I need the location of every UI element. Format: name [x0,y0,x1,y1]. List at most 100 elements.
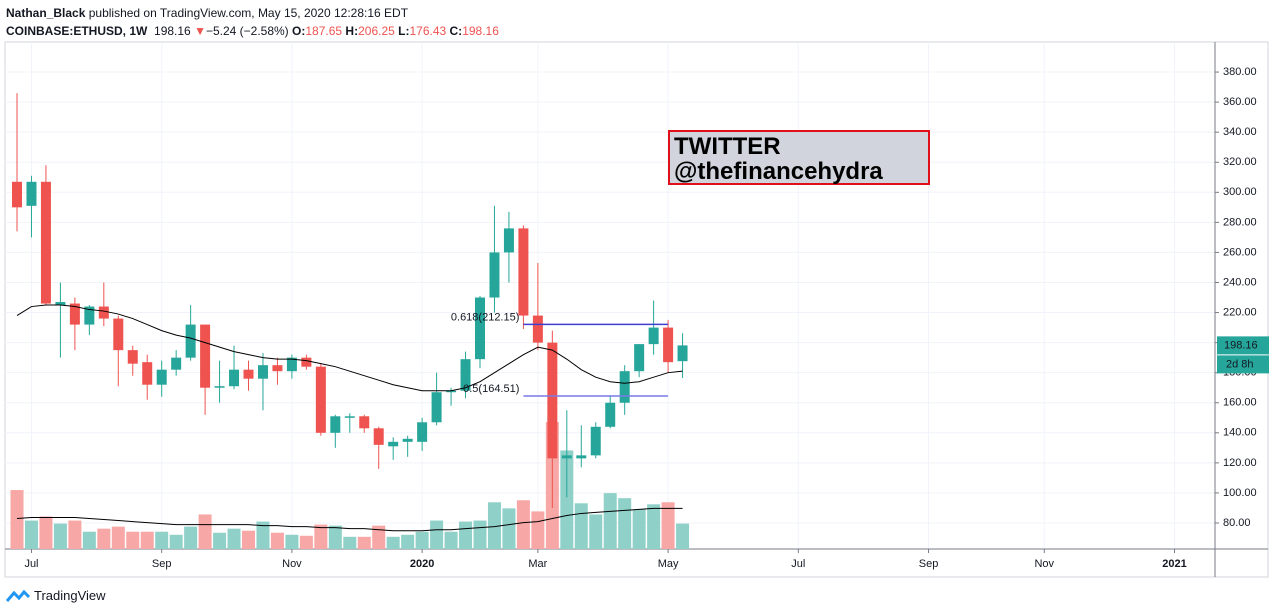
volume-bar [661,502,675,549]
candle-body [518,228,529,316]
footer: TradingView [6,588,106,603]
volume-bar [155,531,169,549]
change: −5.24 (−2.58%) [205,24,289,38]
volume-bar [459,521,473,549]
volume-bar [213,532,227,549]
symbol: COINBASE:ETHUSD, 1W [6,24,148,38]
annotation-line: @thefinancehydra [674,158,883,185]
x-tick-label: May [658,558,679,570]
volume-bar [430,520,444,549]
x-tick-label: Sep [152,558,172,570]
volume-bar [589,514,603,549]
y-tick-label: 80.00 [1223,517,1251,529]
candle-body [402,438,413,442]
candle-body [286,357,297,372]
arrow: ▼ [194,24,206,38]
volume-ma-line [16,507,683,532]
candle-body [503,228,514,253]
candle-body [475,297,486,360]
volume-bar [647,504,661,549]
volume-bar [82,531,96,549]
candle-body [98,306,109,319]
candle-body [677,345,688,362]
y-tick-label: 140.00 [1223,427,1257,439]
volume-bar [372,525,386,549]
candle-body [460,359,471,391]
author: Nathan_Black [6,6,86,20]
volume-bar [618,498,632,549]
fib-label: 0.618(212.15) [451,311,520,323]
y-tick-label: 240.00 [1223,276,1257,288]
candle-body [12,181,23,208]
candle-body [315,366,326,433]
logo-mark [6,589,30,602]
volume-bar [97,528,111,549]
x-tick-label: 2021 [1162,558,1186,570]
y-tick-label: 280.00 [1223,216,1257,228]
y-tick-label: 160.00 [1223,397,1257,409]
candle-body [330,416,341,433]
volume-bar [227,528,241,549]
volume-bar [169,534,183,549]
volume-bar [299,535,313,549]
x-tick-label: 2020 [410,558,434,570]
candle-body [446,390,457,393]
volume-bar [574,503,588,549]
volume-bar [676,523,690,549]
ohlc-key: C: [449,24,463,38]
candle-body [417,422,428,442]
candle-body [344,416,355,418]
volume-bar [357,536,371,549]
ohlc-value: 206.25 [358,24,395,38]
candle-body [373,428,384,445]
volume-bar [10,490,24,549]
volume-bar [415,531,429,549]
header: Nathan_Black published on TradingView.co… [6,4,499,40]
countdown-tag [1217,355,1269,374]
ohlc-value: 187.65 [305,24,343,38]
candle-body [561,455,572,459]
annotation-line: TWITTER [674,133,781,160]
volume-bar [487,502,501,549]
x-tick-label: Sep [919,558,939,570]
candle-body [142,362,153,385]
candle-body [257,365,268,379]
y-tick-label: 320.00 [1223,156,1257,168]
ohlc-key: L: [398,24,410,38]
y-tick-label: 360.00 [1223,96,1257,108]
candle-body [113,318,124,351]
candle-body [634,344,645,372]
volume-bar [401,534,415,549]
ma-line [16,304,683,392]
candle-body [185,324,196,358]
candle-body [229,369,240,387]
header-line-1: Nathan_Black published on TradingView.co… [6,4,499,22]
ohlc-key: O: [292,24,306,38]
candle-body [489,252,500,298]
header-line-2: COINBASE:ETHUSD, 1W 198.16 ▼−5.24 (−2.58… [6,22,499,40]
candle-body [532,315,543,343]
volume-bar [24,520,38,549]
logo [6,589,30,602]
candle-body [40,181,51,304]
volume-bar [473,520,487,549]
volume-bar [39,516,53,549]
ohlc-value: 198.16 [462,24,499,38]
candle-body [590,426,601,456]
volume-bar [328,525,342,549]
candle-body [547,342,558,459]
x-tick-label: Nov [1034,558,1054,570]
candle-body [359,416,370,429]
ohlc-key: H: [345,24,359,38]
volume-bar [53,523,67,549]
countdown-label: 2d 8h [1226,358,1254,370]
x-tick-label: Nov [282,558,302,570]
volume-bar [256,521,270,549]
y-tick-label: 380.00 [1223,66,1257,78]
y-tick-label: 340.00 [1223,126,1257,138]
candle-body [619,371,630,403]
x-tick-label: Mar [528,558,547,570]
candle-body [576,455,587,459]
